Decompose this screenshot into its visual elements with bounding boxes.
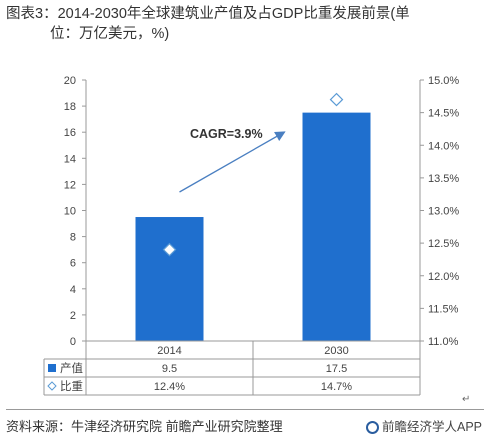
table-cell: 12.4% [154,381,185,393]
left-tick-label: 18 [64,101,76,113]
right-tick-label: 15.0% [428,75,459,87]
right-tick-label: 12.0% [428,271,459,283]
right-tick-label: 13.5% [428,173,459,185]
point-2030 [329,92,344,107]
category-label: 2030 [324,345,348,357]
logo-label: 前瞻经济学人APP [381,420,482,434]
legend-bar-swatch [48,364,56,372]
bar-2030 [302,112,371,341]
right-tick-label: 11.5% [428,303,459,315]
left-tick-label: 14 [64,153,76,165]
left-tick-label: 6 [70,258,76,270]
cagr-label: CAGR=3.9% [190,127,263,141]
table-cell: 14.7% [321,381,352,393]
right-tick-label: 12.5% [428,238,459,250]
source-note: 资料来源：牛津经济研究院 前瞻产业研究院整理 [6,419,283,434]
right-tick-label: 11.0% [428,336,459,348]
left-tick-label: 2 [70,310,76,322]
right-tick-label: 13.0% [428,206,459,218]
title-line-2: 位：万亿美元，%) [50,26,170,42]
title-line-1: 图表3：2014-2030年全球建筑业产值及占GDP比重发展前景(单 [6,6,410,22]
left-tick-label: 4 [70,284,76,296]
bar-2014 [135,217,204,341]
category-label: 2014 [157,345,181,357]
point-2014 [162,242,177,257]
left-tick-label: 10 [64,206,76,218]
return-mark: ↵ [462,394,471,405]
table-cell: 9.5 [162,363,177,375]
legend-diamond-swatch [47,381,57,391]
left-tick-label: 8 [70,232,76,244]
logo-icon [365,421,379,434]
cagr-arrow [179,131,286,193]
publisher-logo: 前瞻经济学人APP [365,416,482,435]
right-tick-label: 14.5% [428,108,459,120]
left-tick-label: 20 [64,75,76,87]
table-cell: 17.5 [326,363,347,375]
right-tick-label: 14.0% [428,140,459,152]
left-tick-label: 0 [70,336,76,348]
left-tick-label: 12 [64,179,76,191]
left-tick-label: 16 [64,127,76,139]
chart-title: 图表3：2014-2030年全球建筑业产值及占GDP比重发展前景(单 位：万亿美… [6,4,484,44]
series-name: 产值 [60,361,83,375]
series-name: 比重 [60,379,83,393]
footer-divider [6,409,484,410]
